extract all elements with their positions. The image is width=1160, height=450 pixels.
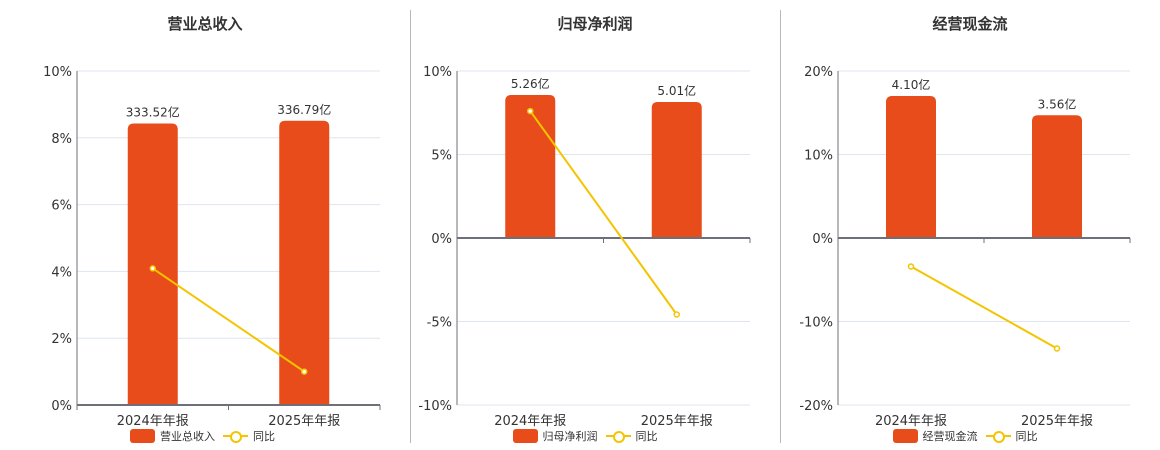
yoy-point-marker[interactable] xyxy=(1053,345,1061,352)
bar-value-label: 3.56亿 xyxy=(1038,96,1077,111)
y-tick-label: 2% xyxy=(51,332,72,347)
legend-bar-swatch-icon xyxy=(512,429,538,443)
y-tick-label: 10% xyxy=(43,65,72,80)
y-tick-label: 0% xyxy=(51,399,72,414)
bar[interactable] xyxy=(1032,115,1082,238)
yoy-point-marker[interactable] xyxy=(673,311,680,318)
bar[interactable] xyxy=(279,120,330,406)
y-tick-label: 20% xyxy=(804,65,833,80)
x-tick-label: 2024年年报 xyxy=(117,414,189,429)
y-tick-label: 0% xyxy=(812,232,833,247)
chart-operating-cashflow: 20% 10% 0% -10% -20% 4.10亿 3.56亿 2024年年报 2025年年报 xyxy=(799,65,1131,429)
x-tick-label: 2025年年报 xyxy=(1021,414,1093,429)
y-tick-label: 10% xyxy=(804,149,833,164)
yoy-line xyxy=(152,267,305,373)
legend-label: 经营现金流 xyxy=(922,430,978,443)
chart-title: 营业总收入 xyxy=(167,15,243,33)
yoy-line xyxy=(529,110,678,316)
yoy-point-marker[interactable] xyxy=(301,368,308,375)
bar[interactable] xyxy=(886,96,936,238)
y-tick-label: 5% xyxy=(431,149,452,164)
x-tick-label: 2025年年报 xyxy=(641,414,713,429)
legend-label: 同比 xyxy=(1015,430,1038,443)
y-tick-label: 6% xyxy=(51,199,72,214)
bar-value-label: 5.26亿 xyxy=(511,76,550,91)
chart-revenue: 10% 8% 6% 4% 2% 0% 333.52亿 336.79亿 2024年年报 2025年年… xyxy=(43,65,381,429)
x-tick-label: 2025年年报 xyxy=(268,414,340,429)
legend-line-marker-icon xyxy=(605,429,631,443)
chart-title: 归母净利润 xyxy=(557,15,633,33)
chart-legend: 经营现金流 同比 xyxy=(770,428,1160,444)
bar-value-label: 336.79亿 xyxy=(277,102,331,117)
panel-divider xyxy=(410,10,411,443)
legend-label: 同比 xyxy=(253,430,275,443)
chart-legend: 归母净利润 同比 xyxy=(390,428,780,444)
legend-item-bar[interactable]: 经营现金流 xyxy=(892,428,978,444)
chart-panel-revenue: 营业总收入 10% 8% 6% 4% 2% 0% 333.52亿 336.79亿 2024年年报… xyxy=(0,0,410,450)
bar-value-label: 4.10亿 xyxy=(892,77,931,92)
legend-item-bar[interactable]: 归母净利润 xyxy=(512,428,598,444)
y-tick-label: -10% xyxy=(418,399,452,414)
x-tick-label: 2024年年报 xyxy=(494,414,566,429)
bar[interactable] xyxy=(505,95,556,238)
chart-legend: 营业总收入 同比 xyxy=(0,428,410,444)
y-tick-label: 10% xyxy=(423,65,452,80)
legend-item-bar[interactable]: 营业总收入 xyxy=(130,428,215,444)
legend-label: 归母净利润 xyxy=(542,430,598,443)
y-tick-label: 4% xyxy=(51,265,72,280)
yoy-line xyxy=(910,265,1058,350)
chart-panel-operating-cashflow: 经营现金流 20% 10% 0% -10% -20% 4.10亿 3.56亿 2024年年报 2… xyxy=(780,0,1160,450)
yoy-point-marker[interactable] xyxy=(907,263,915,270)
yoy-point-marker[interactable] xyxy=(527,107,534,115)
bar-value-label: 5.01亿 xyxy=(657,83,696,98)
y-tick-label: -10% xyxy=(799,316,833,331)
y-tick-label: -5% xyxy=(427,316,452,331)
legend-bar-swatch-icon xyxy=(892,429,918,443)
y-tick-label: -20% xyxy=(799,399,833,414)
y-tick-label: 8% xyxy=(51,132,72,147)
bar-value-label: 333.52亿 xyxy=(126,104,180,119)
x-tick-label: 2024年年报 xyxy=(875,414,947,429)
legend-item-line[interactable]: 同比 xyxy=(223,428,275,444)
legend-line-marker-icon xyxy=(223,429,248,443)
bar[interactable] xyxy=(651,102,702,238)
yoy-point-marker[interactable] xyxy=(149,265,156,272)
chart-panel-net-profit: 归母净利润 10% 5% 0% -5% -10% 5.26亿 5.01亿 2024年年报 202… xyxy=(410,0,780,450)
y-tick-label: 0% xyxy=(431,232,452,247)
bar[interactable] xyxy=(127,123,178,406)
legend-label: 营业总收入 xyxy=(160,430,215,443)
chart-title: 经营现金流 xyxy=(932,15,1008,33)
legend-label: 同比 xyxy=(635,430,658,443)
legend-item-line[interactable]: 同比 xyxy=(605,428,658,444)
chart-net-profit: 10% 5% 0% -5% -10% 5.26亿 5.01亿 2024年年报 2025年年报 xyxy=(418,65,751,429)
panel-divider xyxy=(780,10,781,443)
legend-item-line[interactable]: 同比 xyxy=(985,428,1038,444)
legend-bar-swatch-icon xyxy=(130,429,155,443)
legend-line-marker-icon xyxy=(985,429,1011,443)
